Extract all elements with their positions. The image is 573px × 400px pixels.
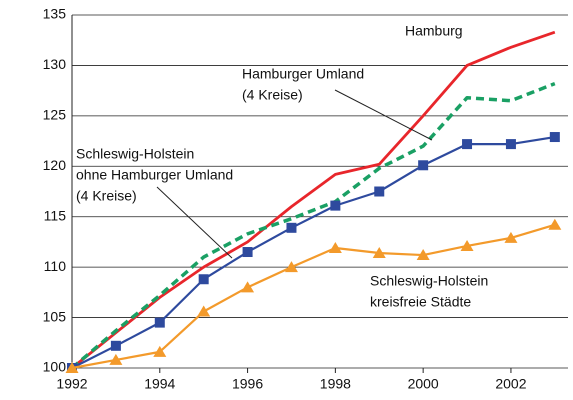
marker bbox=[504, 231, 518, 243]
marker bbox=[462, 139, 473, 150]
marker bbox=[284, 261, 298, 273]
marker bbox=[418, 160, 429, 171]
marker bbox=[153, 345, 167, 357]
x-tick-label: 1992 bbox=[56, 376, 87, 392]
x-tick-label: 1994 bbox=[144, 376, 175, 392]
x-tick-label: 2002 bbox=[495, 376, 526, 392]
marker bbox=[241, 281, 255, 293]
y-tick-label: 130 bbox=[43, 56, 67, 72]
series-label: Hamburg bbox=[405, 23, 463, 39]
marker bbox=[242, 247, 253, 258]
marker bbox=[460, 239, 474, 251]
x-tick-label: 1998 bbox=[320, 376, 351, 392]
y-tick-label: 120 bbox=[43, 157, 67, 173]
marker bbox=[330, 200, 341, 211]
marker bbox=[198, 274, 209, 285]
marker bbox=[110, 340, 121, 351]
series-line bbox=[71, 223, 556, 370]
series-line bbox=[70, 81, 556, 370]
marker bbox=[416, 249, 430, 261]
y-tick-label: 100 bbox=[43, 359, 67, 375]
marker bbox=[286, 222, 297, 233]
y-tick-label: 135 bbox=[43, 6, 67, 22]
y-tick-label: 125 bbox=[43, 107, 67, 123]
marker bbox=[372, 247, 386, 259]
series-label: Schleswig-Holstein bbox=[370, 273, 488, 289]
y-tick-label: 115 bbox=[44, 207, 67, 223]
series-label: Hamburger Umland bbox=[242, 66, 364, 82]
series-line bbox=[71, 135, 556, 369]
series-label: Schleswig-Holstein bbox=[76, 146, 194, 162]
marker bbox=[197, 305, 211, 317]
series-label: (4 Kreise) bbox=[242, 87, 303, 103]
series-label: (4 Kreise) bbox=[76, 188, 137, 204]
marker bbox=[65, 362, 79, 373]
leader-line bbox=[156, 186, 233, 259]
marker bbox=[549, 132, 560, 143]
marker bbox=[154, 317, 165, 328]
x-tick-label: 2000 bbox=[408, 376, 439, 392]
series-line bbox=[71, 30, 556, 370]
series-label: ohne Hamburger Umland bbox=[76, 167, 233, 183]
leader-line bbox=[334, 89, 433, 141]
marker bbox=[374, 186, 385, 197]
marker bbox=[109, 353, 123, 365]
marker bbox=[505, 139, 516, 150]
x-tick-label: 1996 bbox=[232, 376, 263, 392]
y-tick-label: 105 bbox=[43, 308, 67, 324]
series-label: kreisfreie Städte bbox=[370, 294, 471, 310]
marker bbox=[328, 241, 342, 253]
marker bbox=[548, 218, 562, 230]
y-tick-label: 110 bbox=[44, 258, 67, 274]
